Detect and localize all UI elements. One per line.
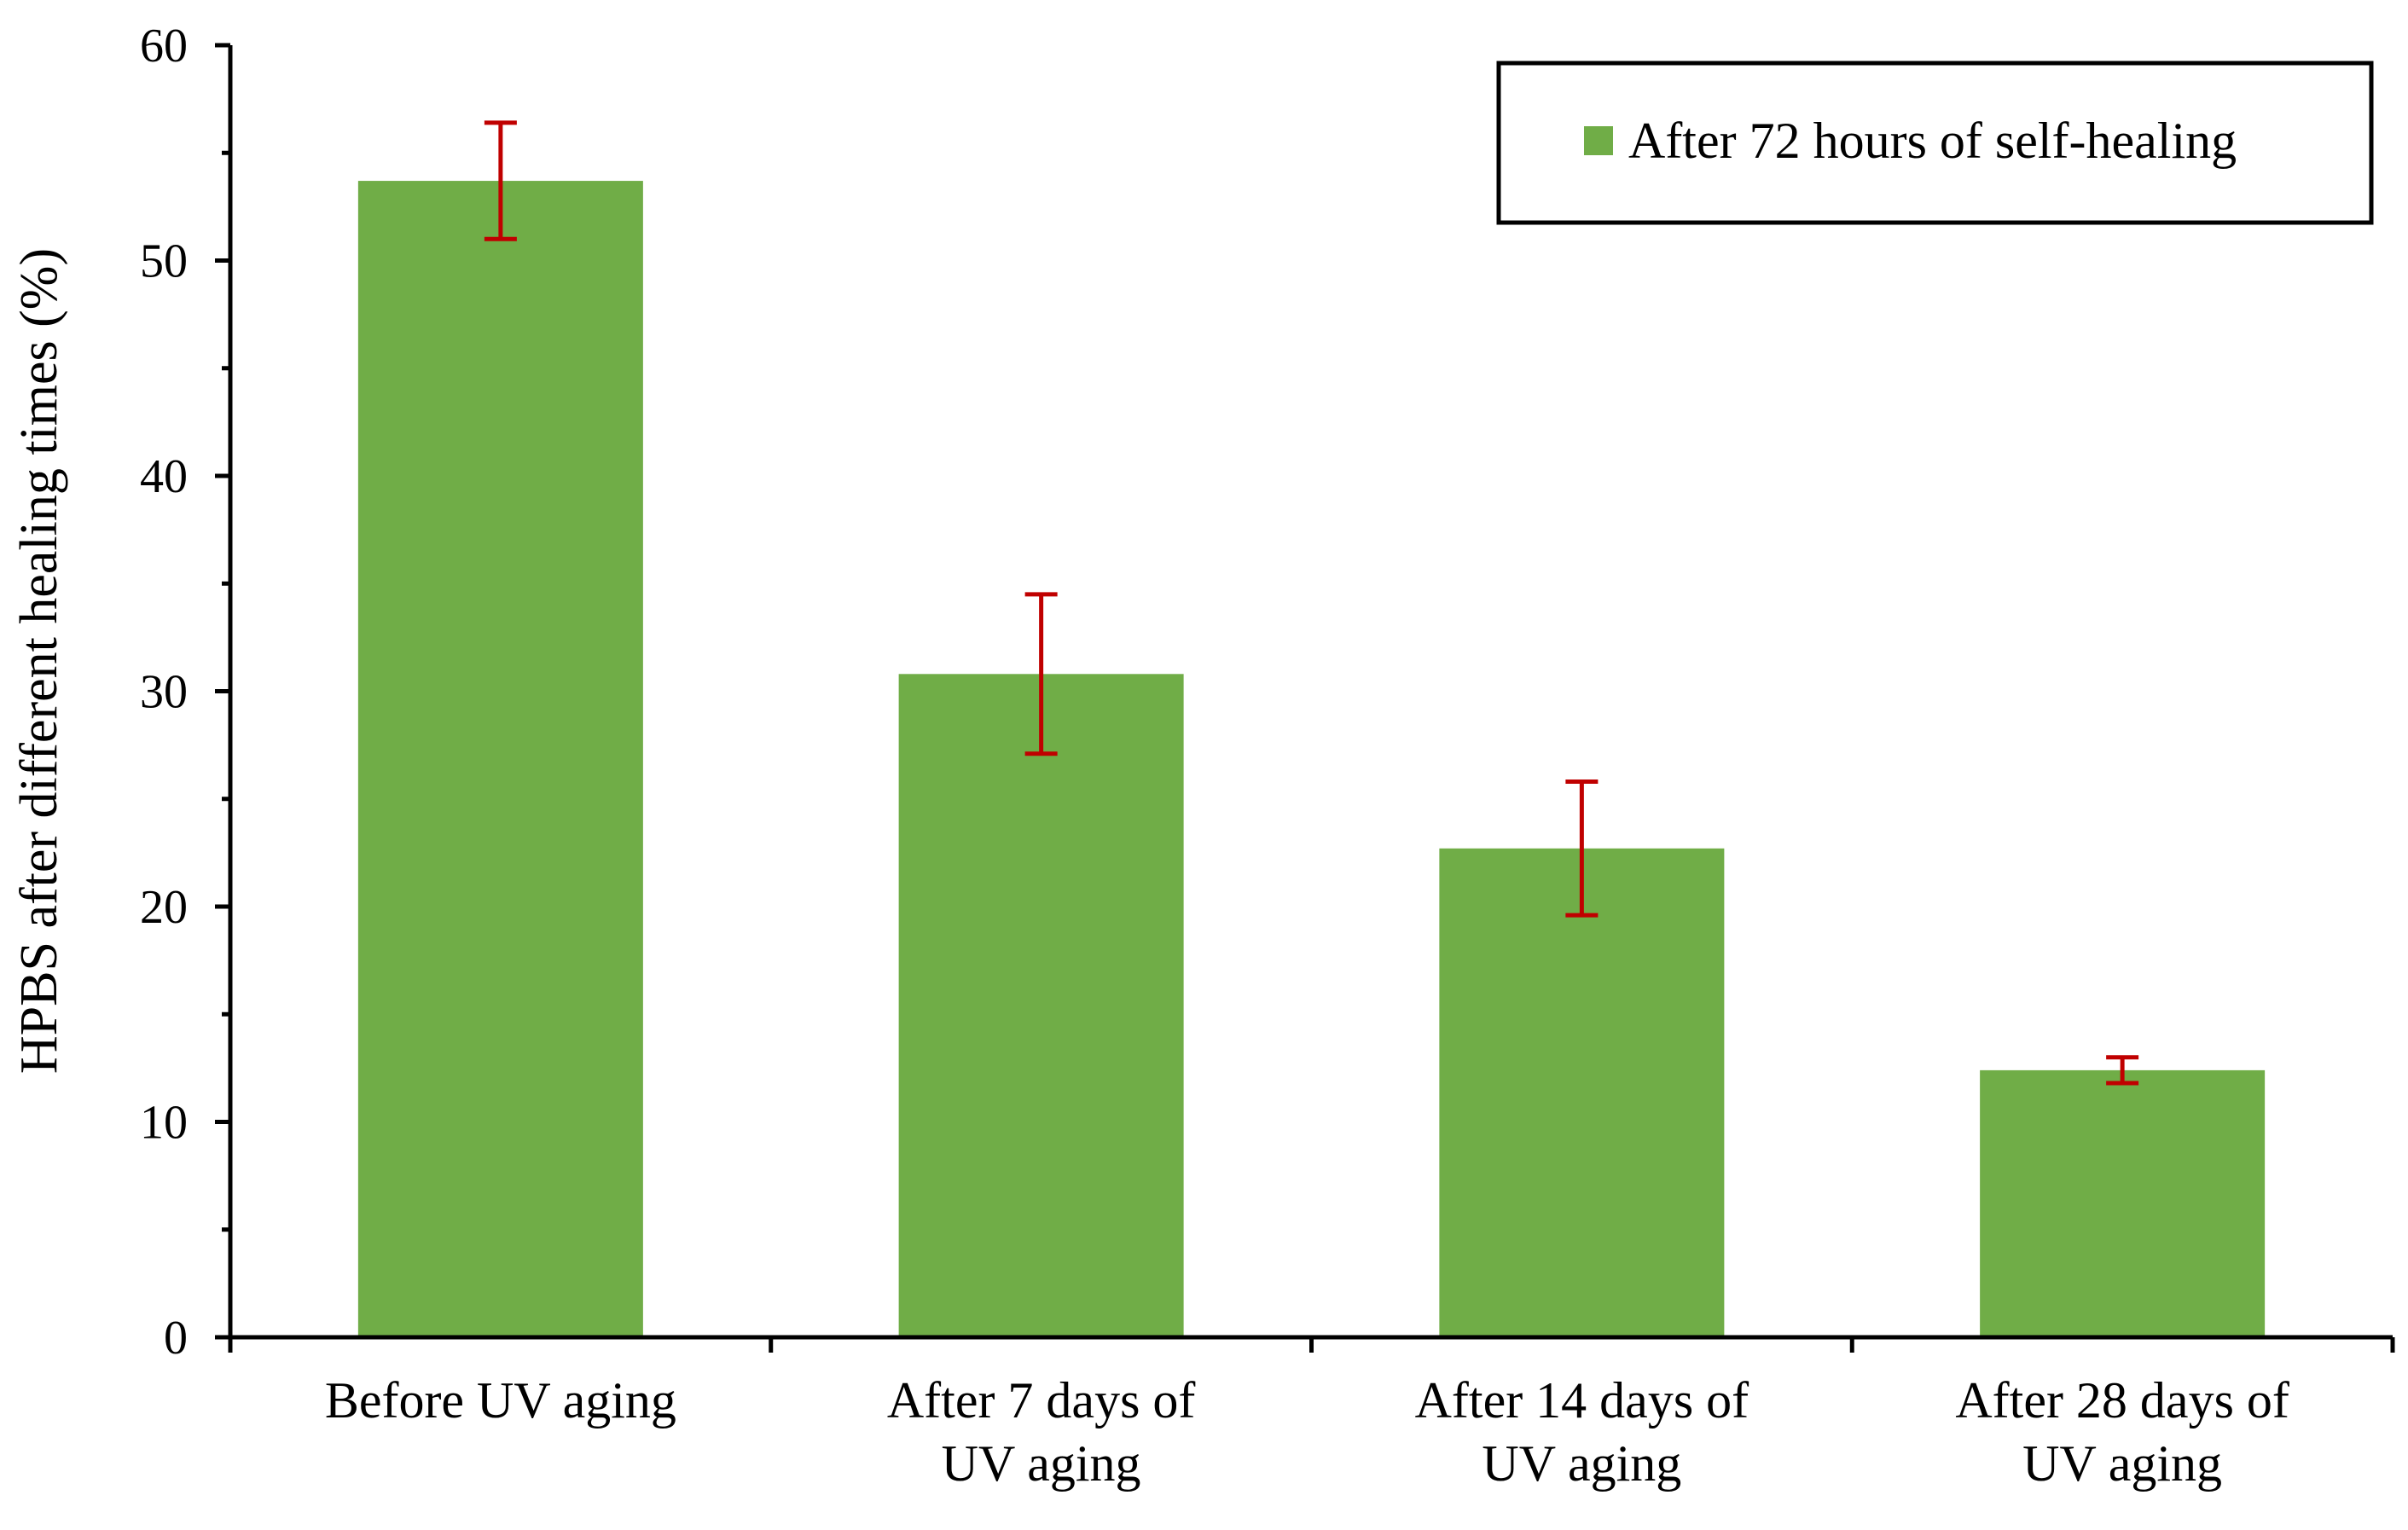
legend: After 72 hours of self-healing (1496, 61, 2374, 225)
legend-swatch (1584, 126, 1613, 155)
y-axis-title: HPBS after different healing times (%) (10, 248, 68, 1074)
x-category-label-3: After 28 days of UV aging (1955, 1372, 2289, 1492)
error-bar-2 (1565, 779, 1599, 918)
y-tick-label: 40 (140, 450, 188, 503)
tick-labels-group: 0 10 20 30 40 50 60 (140, 20, 188, 1365)
y-tick-label: 50 (140, 235, 188, 288)
y-tick-label: 0 (164, 1312, 188, 1365)
y-tick-label: 60 (140, 20, 188, 72)
legend-label: After 72 hours of self-healing (1628, 113, 2237, 169)
bar-3 (1980, 1069, 2266, 1337)
axes-group (215, 43, 2395, 1353)
category-labels-group: Before UV aging After 7 days of UV agingAf… (325, 1372, 2289, 1492)
x-category-label-0: Before UV aging (325, 1372, 676, 1429)
error-bar-3 (2106, 1055, 2139, 1086)
error-bar-1 (1024, 592, 1058, 756)
x-category-label-line: After 7 days of (887, 1372, 1196, 1429)
x-category-label-line: After 28 days of (1955, 1372, 2289, 1429)
x-category-label-1: After 7 days of UV aging (887, 1372, 1196, 1492)
bars-group (357, 181, 2266, 1338)
bar-0 (357, 181, 643, 1338)
x-category-label-line: After 14 days of (1415, 1372, 1749, 1429)
y-axis-title-group: HPBS after different healing times (%) (10, 248, 68, 1074)
x-category-label-line: Before UV aging (325, 1372, 676, 1429)
error-bars-group (484, 120, 2139, 1086)
bar-1 (898, 674, 1184, 1337)
x-category-label-2: After 14 days of UV aging (1415, 1372, 1749, 1492)
x-category-label-line: UV aging (2022, 1435, 2222, 1492)
x-category-label-line: UV aging (942, 1435, 1141, 1492)
y-tick-label: 10 (140, 1097, 188, 1150)
error-bar-0 (484, 120, 517, 241)
y-tick-label: 30 (140, 666, 188, 719)
x-category-label-line: UV aging (1482, 1435, 1681, 1492)
y-tick-label: 20 (140, 881, 188, 934)
legend-box (1496, 61, 2374, 225)
bar-2 (1439, 848, 1725, 1337)
